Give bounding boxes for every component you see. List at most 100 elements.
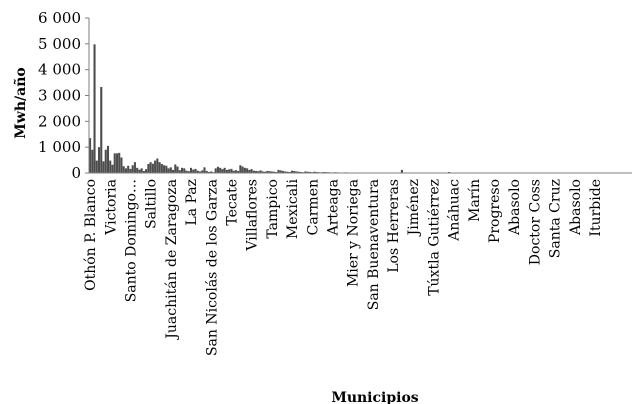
bar (149, 162, 152, 173)
y-axis-title: Mwh/año (12, 67, 29, 138)
bar (167, 168, 170, 173)
bar (286, 171, 289, 173)
bar (272, 171, 276, 173)
bar (225, 169, 228, 173)
bar (221, 169, 224, 174)
bar (207, 171, 211, 173)
y-tick-label: 2 000 (38, 112, 81, 130)
bar (308, 171, 311, 173)
bar (113, 153, 116, 173)
bar (255, 170, 258, 173)
bar (194, 168, 197, 173)
bar (196, 170, 199, 173)
bar-series (89, 44, 632, 174)
bar (266, 170, 269, 173)
bar (131, 165, 134, 173)
bar (214, 168, 217, 173)
bar (243, 167, 246, 173)
bar (142, 170, 145, 173)
bar (106, 145, 110, 174)
x-tick-label: Anáhuac (447, 179, 463, 242)
bar (237, 170, 240, 173)
bar (219, 167, 222, 173)
bar (232, 170, 235, 173)
x-tick-label: Abasolo (507, 179, 523, 236)
bar (248, 169, 251, 173)
x-tick-label: Marín (467, 179, 483, 222)
bar (145, 169, 148, 174)
bar (118, 152, 121, 173)
x-tick-label: Tampico (265, 179, 281, 239)
bar (279, 170, 282, 173)
bar (187, 171, 190, 173)
bar (102, 161, 105, 174)
x-axis-title: Municipios (331, 390, 418, 404)
bar (299, 171, 303, 173)
bar (261, 171, 264, 173)
x-tick-label: San Buenaventura (366, 179, 382, 310)
bar (228, 169, 231, 173)
bar (100, 86, 103, 173)
bar (185, 170, 188, 173)
bar (275, 171, 278, 173)
x-tick-label: Tecate (224, 179, 240, 226)
bar (156, 158, 159, 173)
bar (140, 168, 143, 173)
bar (89, 138, 92, 174)
bar (181, 167, 184, 173)
bar (250, 169, 253, 174)
bar (178, 170, 181, 173)
x-tick-label: Arteaga (325, 179, 341, 236)
bar (165, 165, 168, 173)
x-tick-label: Progreso (487, 179, 503, 243)
y-tick-label: 1 000 (38, 138, 81, 156)
bar (297, 171, 300, 173)
x-tick-label: Santa Cruz (548, 179, 564, 258)
y-tick-label: 5 000 (38, 35, 81, 53)
bar (109, 160, 112, 173)
bar (277, 169, 280, 173)
bar (270, 171, 273, 173)
bar (172, 169, 175, 173)
x-tick-label: Victoria (103, 179, 119, 236)
x-tick-label: Iturbide (588, 179, 604, 237)
bar (400, 169, 403, 173)
x-tick-label: San Nicolás de los Garza (204, 179, 220, 356)
bar (147, 163, 150, 173)
bar (138, 169, 141, 173)
bar (290, 170, 294, 173)
bar (216, 166, 219, 173)
bar (284, 171, 287, 173)
x-tick-label: Abasolo (568, 179, 584, 236)
x-tick-label: Saltillo (144, 179, 160, 229)
bar (163, 165, 166, 173)
x-tick-label: Túxtla Gutiérrez (426, 179, 442, 296)
bar (154, 160, 157, 173)
bar (124, 168, 127, 173)
x-tick-label: Othón P. Blanco (83, 179, 99, 291)
bar (93, 44, 96, 173)
bar (158, 162, 161, 173)
y-tick-label: 6 000 (38, 9, 81, 27)
bar (223, 167, 226, 173)
bar (91, 149, 94, 173)
bar (205, 170, 208, 173)
bar (136, 167, 139, 173)
bar (183, 168, 186, 173)
x-tick-label: Mexicali (285, 178, 301, 239)
x-tick-label: Doctor Coss (527, 179, 543, 265)
x-tick-label: Villaflores (245, 179, 261, 252)
bar (115, 153, 119, 173)
bar (246, 168, 249, 173)
bar (281, 170, 285, 173)
bar (133, 162, 136, 173)
bar (295, 171, 298, 173)
bar (241, 166, 244, 173)
bar (306, 171, 309, 173)
bar (304, 171, 307, 173)
bar (259, 170, 262, 173)
bar (95, 160, 98, 173)
bar (174, 164, 177, 173)
bar (322, 171, 325, 173)
